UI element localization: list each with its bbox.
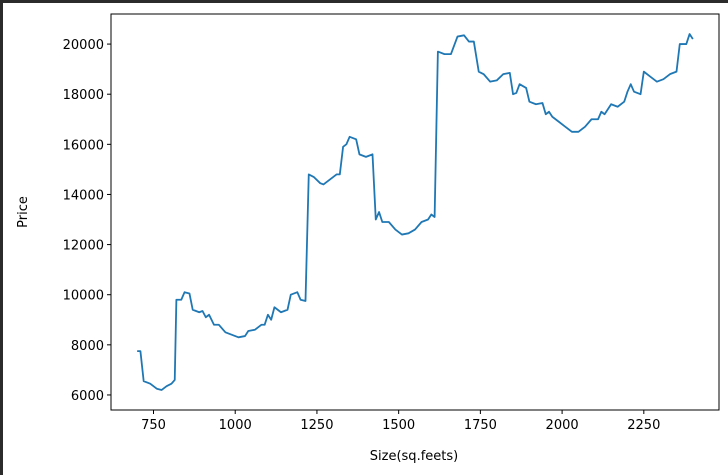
y-tick-label: 8000 bbox=[71, 339, 104, 354]
x-tick-label: 1000 bbox=[219, 418, 252, 433]
y-tick-label: 14000 bbox=[63, 188, 104, 203]
y-tick-label: 16000 bbox=[63, 138, 104, 153]
y-axis-label: Price bbox=[16, 196, 31, 228]
plot-frame bbox=[110, 13, 720, 411]
y-tick-label: 20000 bbox=[63, 38, 104, 53]
canvas bbox=[3, 3, 728, 475]
y-tick-label: 18000 bbox=[63, 88, 104, 103]
y-tick-label: 12000 bbox=[63, 239, 104, 254]
x-tick-label: 2000 bbox=[546, 418, 579, 433]
y-tick-label: 10000 bbox=[63, 289, 104, 304]
x-tick-label: 2250 bbox=[627, 418, 660, 433]
line bbox=[137, 33, 694, 391]
y-tick-label: 6000 bbox=[71, 389, 104, 404]
x-tick-label: 1500 bbox=[382, 418, 415, 433]
x-axis-label: Size(sq.feets) bbox=[370, 449, 458, 464]
x-tick-label: 1250 bbox=[300, 418, 333, 433]
x-tick-label: 750 bbox=[141, 418, 166, 433]
x-tick-label: 1750 bbox=[464, 418, 497, 433]
